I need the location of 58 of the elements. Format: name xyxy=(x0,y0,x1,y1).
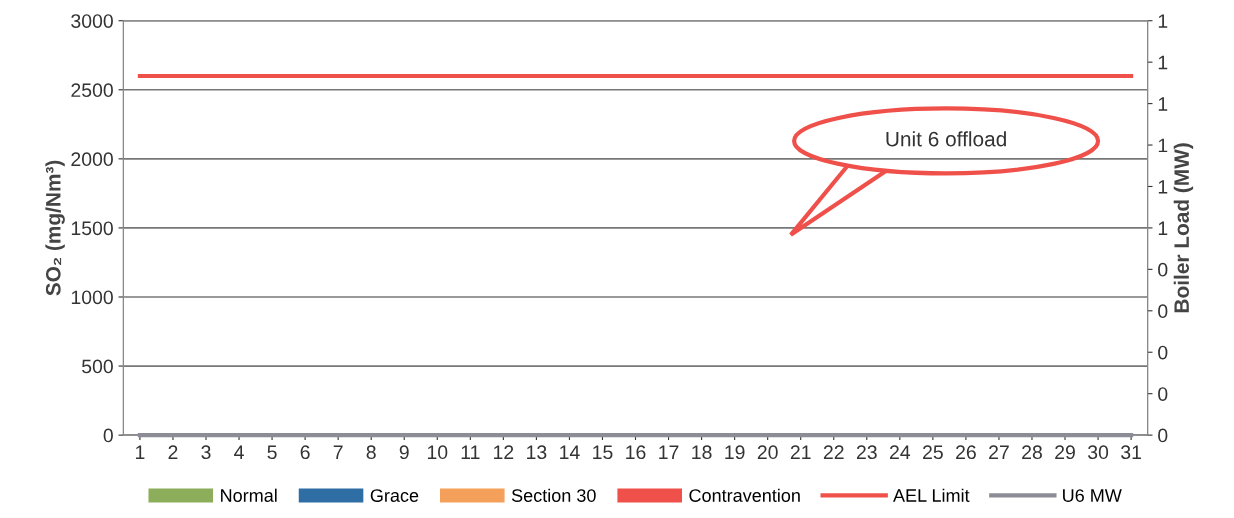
x-tick-label: 14 xyxy=(560,445,580,459)
y-tick-label: 1500 xyxy=(71,221,113,236)
x-tick-label: 18 xyxy=(692,445,712,460)
y-tick-label: 500 xyxy=(82,359,113,374)
x-tick-label: 9 xyxy=(399,445,409,460)
y2-tick-label: 0 xyxy=(1158,345,1168,360)
y2-tick-label: 0 xyxy=(1158,428,1168,443)
y2-tick-label: 1 xyxy=(1158,97,1168,111)
x-tick-label: 26 xyxy=(956,445,976,460)
x-tick-label: 28 xyxy=(1022,445,1042,460)
x-tick-label: 10 xyxy=(427,445,448,460)
legend-label: AEL Limit xyxy=(893,488,970,502)
y2-tick-label: 0 xyxy=(1158,262,1168,277)
x-tick-label: 27 xyxy=(989,445,1009,459)
legend-label: U6 MW xyxy=(1063,489,1122,502)
x-tick-label: 2 xyxy=(168,445,178,459)
x-tick-label: 19 xyxy=(725,445,745,460)
y-tick-label: 2000 xyxy=(71,152,113,167)
annotation: Unit 6 offload xyxy=(886,131,1006,147)
y2-tick-label: 0 xyxy=(1158,304,1168,319)
x-tick-label: 3 xyxy=(201,445,211,460)
y-tick-label: 2500 xyxy=(71,83,113,98)
x-tick-label: 12 xyxy=(494,445,514,459)
x-tick-label: 11 xyxy=(461,445,480,459)
y2-tick-label: 1 xyxy=(1158,55,1168,70)
x-tick-label: 1 xyxy=(136,445,145,459)
x-tick-label: 29 xyxy=(1055,445,1075,460)
y-tick-label: 1000 xyxy=(71,290,113,305)
x-tick-label: 5 xyxy=(267,445,277,460)
x-tick-label: 20 xyxy=(757,445,778,460)
x-tick-label: 8 xyxy=(366,445,376,460)
x-tick-label: 25 xyxy=(923,445,943,460)
x-tick-label: 15 xyxy=(593,445,613,460)
legend-label: Normal xyxy=(221,488,277,502)
legend-label: Contravention xyxy=(689,488,800,502)
x-tick-label: 7 xyxy=(333,445,343,459)
x-tick-label: 13 xyxy=(527,445,547,460)
y2-tick-label: 1 xyxy=(1158,221,1168,235)
y2-tick-label: 1 xyxy=(1158,14,1168,28)
x-tick-label: 6 xyxy=(300,445,310,460)
legend-label: Section 30 xyxy=(511,488,596,502)
x-tick-label: 17 xyxy=(659,445,679,459)
y2-tick-label: 1 xyxy=(1158,138,1168,153)
y2-tick-label: 0 xyxy=(1158,387,1168,401)
y2-tick-label: 1 xyxy=(1158,180,1168,194)
legend-label: Grace xyxy=(370,489,419,502)
x-tick-label: 16 xyxy=(626,445,646,460)
x-tick-label: 22 xyxy=(823,445,844,459)
y-tick-label: 0 xyxy=(103,428,113,443)
x-tick-label: 23 xyxy=(856,445,877,460)
x-tick-label: 31 xyxy=(1121,445,1141,460)
x-tick-label: 24 xyxy=(889,445,911,459)
y2-axis-title: Boiler Load (MW) xyxy=(1173,143,1194,313)
x-tick-label: 21 xyxy=(790,445,811,459)
y-tick-label: 3000 xyxy=(71,14,113,28)
y-axis-title: SO₂ (mg/Nm³) xyxy=(45,160,65,296)
x-tick-label: 4 xyxy=(234,445,244,459)
x-tick-label: 30 xyxy=(1087,445,1109,460)
